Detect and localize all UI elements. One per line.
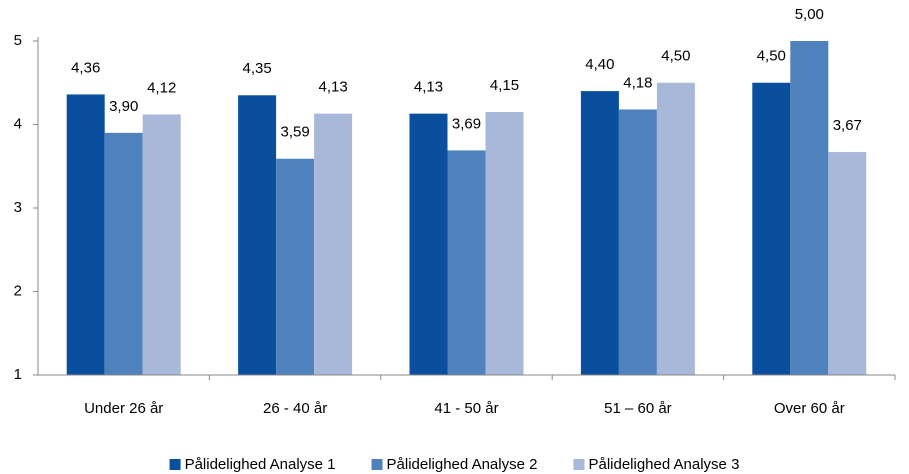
value-label: 5,00 <box>795 6 824 23</box>
bar <box>790 41 829 375</box>
legend-swatch <box>371 459 383 470</box>
value-label: 3,90 <box>109 98 138 115</box>
legend-swatch <box>573 459 585 470</box>
bar <box>656 82 695 375</box>
x-tick-label: Over 60 år <box>774 400 845 417</box>
bar <box>104 132 143 375</box>
y-tick-label: 1 <box>14 366 22 383</box>
x-tick-label: 41 - 50 år <box>434 400 498 417</box>
x-tick-label: 51 – 60 år <box>604 400 672 417</box>
bar <box>276 158 315 375</box>
bar <box>485 111 524 375</box>
legend-label: Pålidelighed Analyse 2 <box>387 456 538 473</box>
value-label: 4,15 <box>490 77 519 94</box>
bar <box>580 91 619 375</box>
value-label: 4,13 <box>414 79 443 96</box>
legend-label: Pålidelighed Analyse 1 <box>185 456 336 473</box>
x-tick-label: Under 26 år <box>84 400 163 417</box>
bar <box>447 150 486 375</box>
value-label: 4,50 <box>757 48 786 65</box>
legend-swatch <box>169 459 181 470</box>
value-label: 4,18 <box>623 74 652 91</box>
value-label: 4,12 <box>147 79 176 96</box>
value-label: 4,50 <box>661 48 690 65</box>
x-tick-label: 26 - 40 år <box>263 400 327 417</box>
y-tick-label: 4 <box>14 115 22 132</box>
value-label: 3,67 <box>833 117 862 134</box>
y-tick-label: 5 <box>14 32 22 49</box>
bar <box>409 113 448 376</box>
value-label: 4,36 <box>71 59 100 76</box>
bar <box>828 152 867 375</box>
value-label: 3,59 <box>280 124 309 141</box>
y-tick-label: 2 <box>14 282 22 299</box>
bar <box>314 113 353 376</box>
legend-label: Pålidelighed Analyse 3 <box>588 456 739 473</box>
value-label: 3,69 <box>452 115 481 132</box>
bar <box>618 109 657 375</box>
bar <box>66 94 105 375</box>
value-label: 4,35 <box>242 60 271 77</box>
y-tick-label: 3 <box>14 199 22 216</box>
value-label: 4,13 <box>318 79 347 96</box>
bar <box>142 114 181 375</box>
bar <box>752 82 791 375</box>
bar <box>238 95 277 376</box>
value-label: 4,40 <box>585 56 614 73</box>
